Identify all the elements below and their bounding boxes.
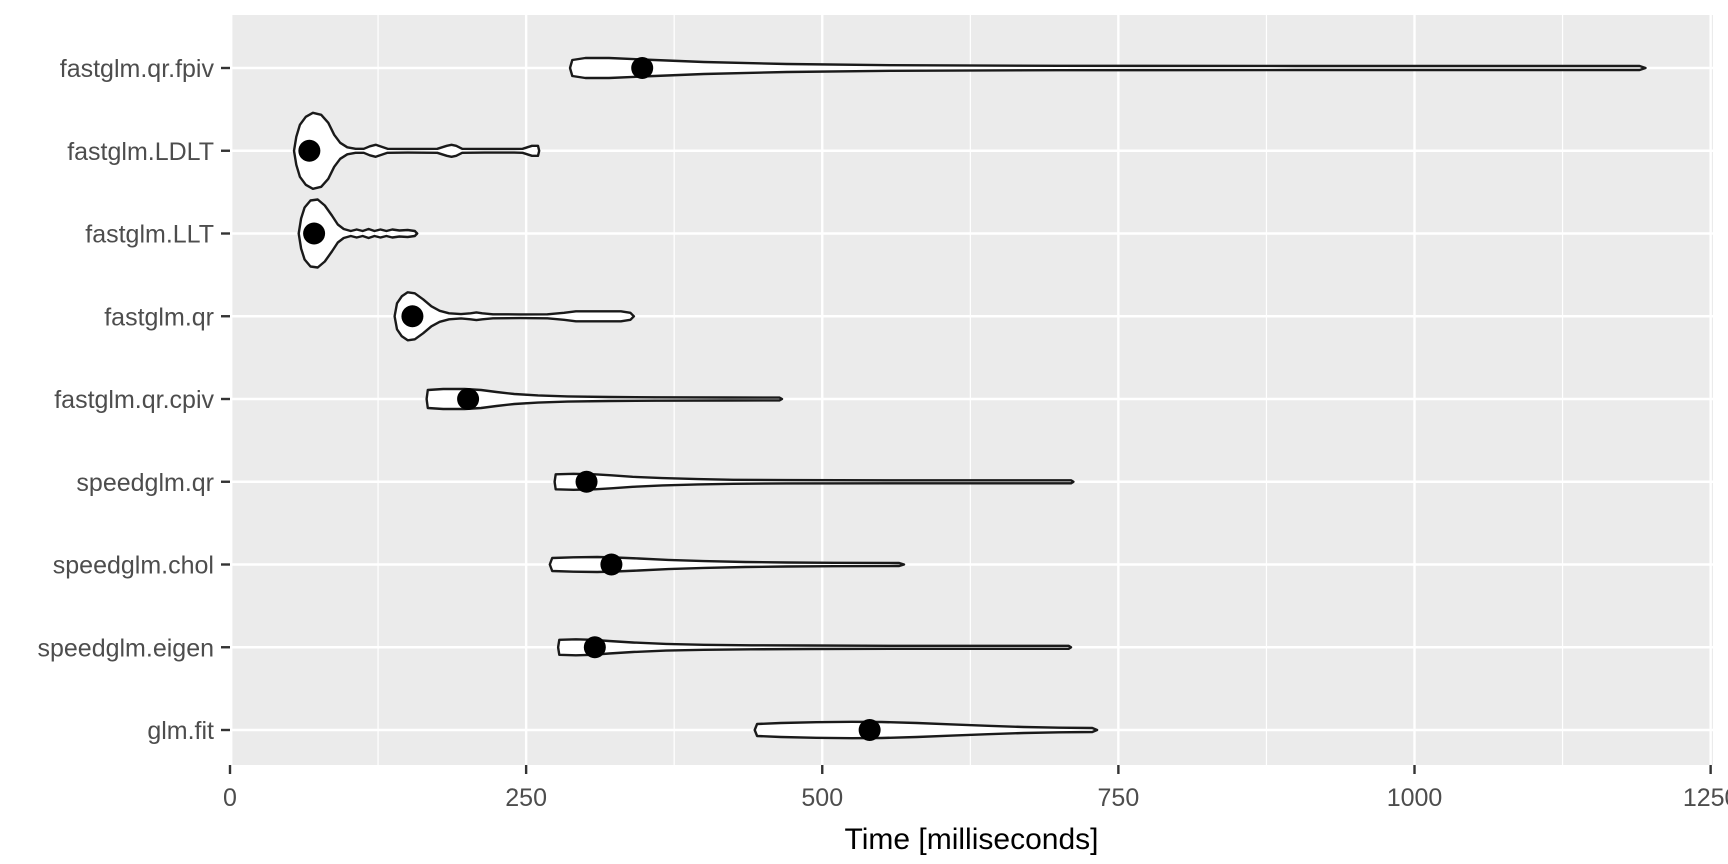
- point-fastglm.qr.cpiv: [457, 388, 480, 410]
- violin-fastglm.qr.cpiv: [425, 387, 784, 411]
- x-axis-title: Time [milliseconds]: [844, 823, 1099, 856]
- y-axis-label-fastglm.qr.fpiv: fastglm.qr.fpiv: [60, 55, 215, 83]
- x-tick-label: 1250: [1683, 784, 1728, 812]
- point-speedglm.chol: [600, 553, 623, 576]
- x-tick-label: 750: [1098, 784, 1140, 812]
- x-tick-label: 1000: [1387, 784, 1443, 812]
- violin-fastglm.qr.fpiv: [568, 56, 1647, 80]
- point-fastglm.qr.fpiv: [631, 57, 654, 79]
- y-axis-label-fastglm.LDLT: fastglm.LDLT: [67, 138, 214, 166]
- y-axis-label-fastglm.qr.cpiv: fastglm.qr.cpiv: [54, 386, 214, 414]
- x-tick-label: 250: [505, 784, 547, 812]
- point-speedglm.eigen: [583, 636, 606, 659]
- y-axis-label-speedglm.chol: speedglm.chol: [53, 552, 214, 580]
- x-tick-label: 0: [223, 784, 237, 812]
- point-fastglm.LDLT: [298, 139, 321, 162]
- y-axis-label-fastglm.qr: fastglm.qr: [104, 303, 214, 331]
- violin-fastglm.LDLT: [292, 111, 541, 190]
- y-axis-label-glm.fit: glm.fit: [147, 717, 214, 745]
- violin-fastglm.LLT: [297, 198, 419, 269]
- y-axis-label-speedglm.qr: speedglm.qr: [76, 469, 214, 497]
- y-axis-label-speedglm.eigen: speedglm.eigen: [37, 634, 214, 662]
- violin-glm.fit: [753, 720, 1099, 740]
- violin-fastglm.qr: [393, 291, 636, 342]
- point-fastglm.qr: [401, 305, 424, 328]
- x-tick-label: 500: [801, 784, 843, 812]
- violin-speedglm.eigen: [556, 638, 1073, 657]
- violin-speedglm.qr: [553, 472, 1075, 491]
- point-fastglm.LLT: [303, 222, 326, 245]
- y-axis-label-fastglm.LLT: fastglm.LLT: [85, 221, 214, 249]
- point-speedglm.qr: [575, 470, 598, 493]
- point-glm.fit: [858, 719, 881, 741]
